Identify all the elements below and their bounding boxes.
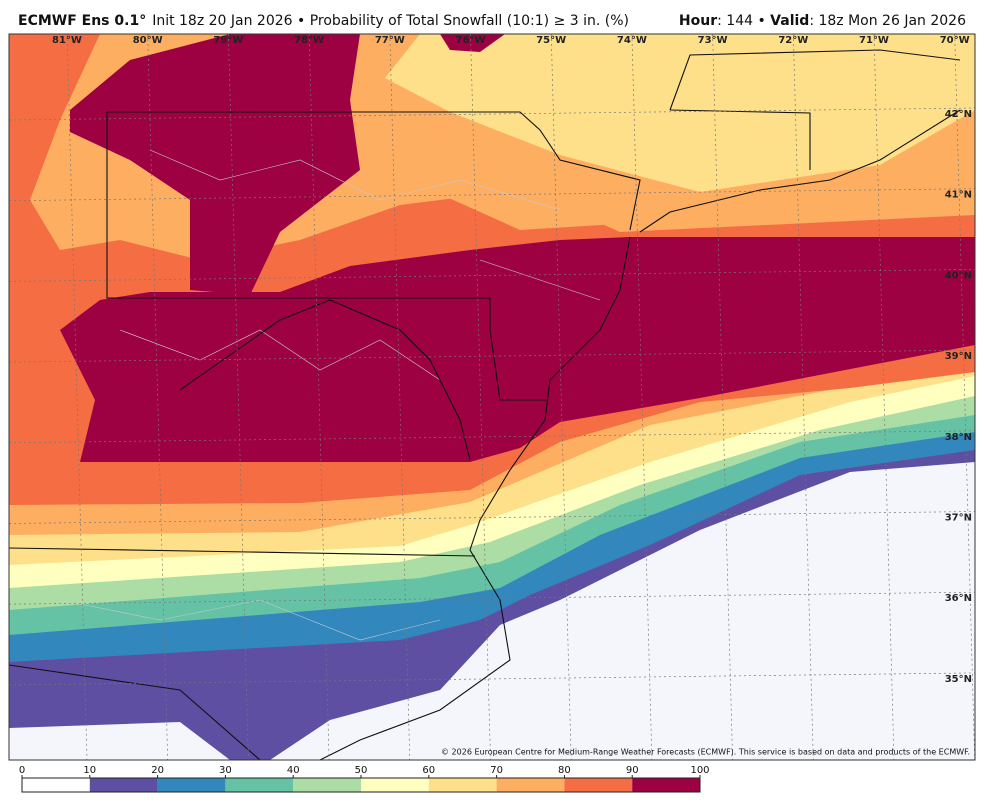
valid-time: Hour: 144 • Valid: 18z Mon 26 Jan 2026 (679, 13, 966, 29)
lon-label: 72°W (778, 35, 808, 46)
colorbar-segment (496, 778, 565, 792)
lat-label: 35°N (945, 674, 972, 685)
parallel (9, 107, 975, 121)
hour-value: : 144 • (717, 13, 770, 29)
lat-label: 42°N (945, 109, 972, 120)
colorbar-tick-label: 100 (690, 765, 709, 776)
lat-label: 37°N (945, 513, 972, 524)
hour-label: Hour (679, 13, 717, 29)
meridian (792, 34, 814, 760)
valid-label: Valid (770, 13, 809, 29)
lon-label: 75°W (536, 35, 566, 46)
lon-label: 77°W (375, 35, 405, 46)
meridian (712, 34, 733, 760)
colorbar-tick-label: 50 (355, 765, 368, 776)
meridian (873, 34, 895, 760)
lon-label: 78°W (294, 35, 324, 46)
band-90-east (60, 237, 975, 462)
meridian (389, 34, 411, 760)
lat-label: 38°N (945, 432, 972, 443)
map-frame (8, 33, 976, 761)
colorbar-segment (361, 778, 429, 792)
title: ECMWF Ens 0.1° Init 18z 20 Jan 2026 • Pro… (18, 13, 629, 29)
colorbar-tick-label: 60 (422, 765, 435, 776)
colorbar-tick-label: 30 (219, 765, 232, 776)
parallel (9, 430, 975, 444)
meridian (470, 34, 491, 760)
colorbar-tick-label: 10 (83, 765, 96, 776)
lon-label: 73°W (698, 35, 728, 46)
lon-label: 74°W (617, 35, 647, 46)
meridian (631, 34, 653, 760)
parallel (9, 591, 975, 605)
lat-label: 41°N (945, 190, 972, 201)
valid-value: : 18z Mon 26 Jan 2026 (809, 13, 966, 29)
colorbar-tick-label: 20 (151, 765, 164, 776)
colorbar-segment (428, 778, 497, 792)
colorbar-tick-label: 90 (626, 765, 639, 776)
colorbar-tick-label: 70 (490, 765, 503, 776)
band-90-north (70, 34, 360, 295)
colorbar-tick-label: 0 (19, 765, 25, 776)
boundaries (9, 49, 961, 760)
parallel (9, 349, 975, 363)
model: ECMWF Ens 0.1° (18, 13, 146, 29)
colorbar-segment (564, 778, 633, 792)
lon-label: 81°W (52, 35, 82, 46)
lat-label: 40°N (945, 270, 972, 281)
colorbar-segment (293, 778, 361, 792)
description: Init 18z 20 Jan 2026 • Probability of To… (152, 13, 629, 29)
colorbar-segment (22, 778, 90, 792)
parallel (9, 269, 975, 282)
lon-label: 76°W (456, 35, 486, 46)
lon-label: 79°W (213, 35, 243, 46)
meridian (308, 34, 330, 760)
meridian (228, 34, 249, 760)
colorbar-tick-label: 40 (287, 765, 300, 776)
parallel (9, 188, 975, 202)
lon-label: 70°W (940, 35, 970, 46)
lat-label: 36°N (945, 593, 972, 604)
lat-label: 39°N (945, 351, 972, 362)
colorbar-segment (225, 778, 294, 792)
lon-label: 71°W (859, 35, 889, 46)
colorbar-segment (632, 778, 700, 792)
lon-label: 80°W (133, 35, 163, 46)
map (9, 34, 975, 760)
meridian (147, 34, 169, 760)
meridian (550, 34, 572, 760)
meridian (66, 34, 88, 760)
meridian (954, 34, 975, 760)
band-90-top (440, 34, 505, 52)
copyright: © 2026 European Centre for Medium-Range … (441, 748, 970, 757)
colorbar-segment (157, 778, 226, 792)
colorbar-tick-label: 80 (558, 765, 571, 776)
parallel (9, 511, 975, 524)
counties (59, 149, 601, 641)
colorbar-segment (89, 778, 158, 792)
band-60-north (385, 34, 975, 192)
parallel (9, 672, 975, 686)
